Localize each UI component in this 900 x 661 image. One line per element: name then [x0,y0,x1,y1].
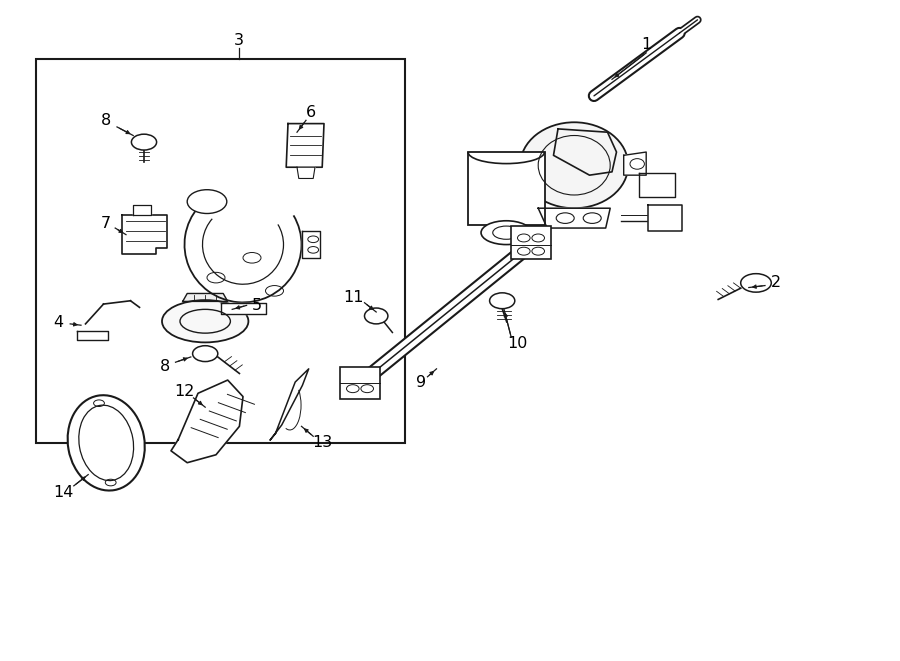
Ellipse shape [187,190,227,214]
Ellipse shape [741,274,771,292]
Ellipse shape [193,346,218,362]
Text: 6: 6 [305,105,316,120]
Ellipse shape [162,300,248,342]
Text: 2: 2 [770,276,781,290]
Ellipse shape [490,293,515,309]
Bar [511,226,551,259]
Text: 12: 12 [175,384,194,399]
Ellipse shape [364,308,388,324]
Ellipse shape [68,395,145,490]
Polygon shape [639,173,675,197]
Text: 7: 7 [101,216,112,231]
Bar [468,152,544,225]
Polygon shape [183,293,228,301]
Polygon shape [286,124,324,167]
Bar [36,59,405,443]
Text: 1: 1 [641,38,652,52]
Text: 10: 10 [508,336,527,351]
Text: 3: 3 [233,34,244,48]
Text: 9: 9 [416,375,427,389]
Text: 11: 11 [344,290,364,305]
Text: 4: 4 [53,315,64,330]
Polygon shape [624,152,646,175]
Polygon shape [538,208,610,228]
Ellipse shape [520,122,628,208]
Polygon shape [133,205,151,215]
Polygon shape [297,167,315,178]
Polygon shape [171,380,243,463]
Text: 8: 8 [159,360,170,374]
Text: 13: 13 [312,436,332,450]
Polygon shape [554,129,616,175]
Bar [340,367,380,399]
Text: 8: 8 [101,113,112,128]
Polygon shape [220,303,266,314]
Text: 14: 14 [53,485,73,500]
Text: 5: 5 [251,298,262,313]
Polygon shape [302,231,319,258]
Ellipse shape [481,221,531,245]
Polygon shape [76,330,108,340]
Polygon shape [270,369,309,440]
Polygon shape [122,215,167,254]
Polygon shape [648,205,682,231]
Ellipse shape [131,134,157,150]
